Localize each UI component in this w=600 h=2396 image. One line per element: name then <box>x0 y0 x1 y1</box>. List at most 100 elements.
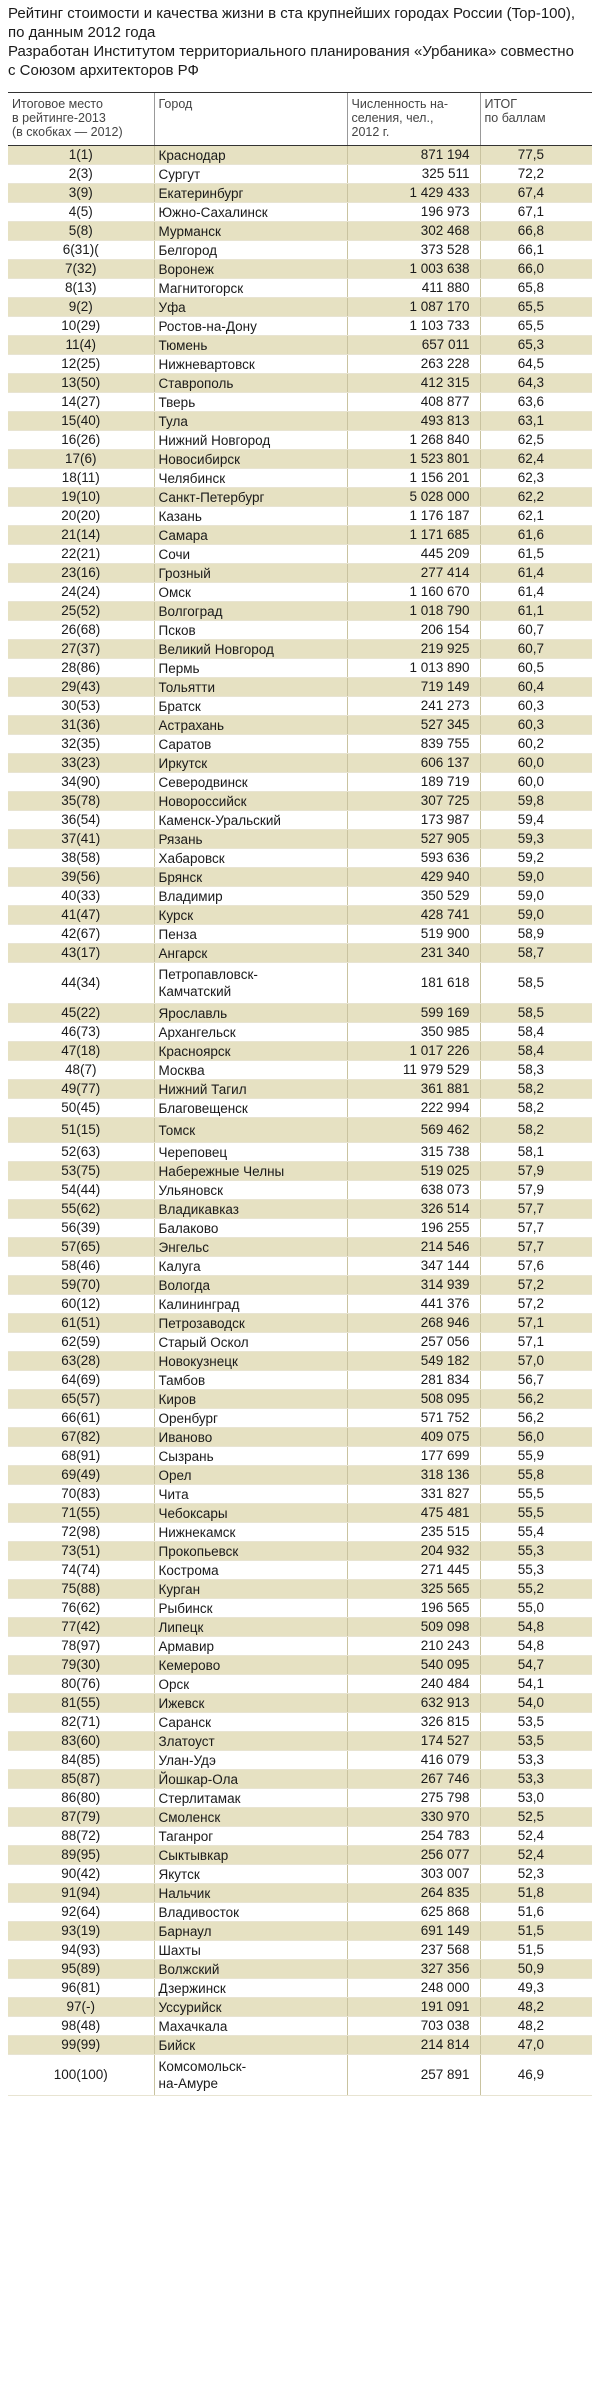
cell-city-line: Брянск <box>158 869 203 885</box>
cell-rank: 33(23) <box>8 753 154 773</box>
table-header-row: Итоговое место в рейтинге-2013 (в скобка… <box>8 93 592 146</box>
cell-score: 60,0 <box>479 772 592 792</box>
cell-population: 638 073 <box>346 1180 480 1200</box>
table-row: 36(54) Каменск-Уральский 173 987 59,4 <box>8 810 592 830</box>
cell-city: Грозный <box>153 563 347 583</box>
cell-rank: 41(47) <box>8 905 154 925</box>
cell-rank: 77(42) <box>8 1617 154 1637</box>
table-row: 49(77) Нижний Тагил 361 881 58,2 <box>8 1079 592 1099</box>
cell-score: 58,9 <box>479 924 592 944</box>
cell-population: 314 939 <box>346 1275 480 1295</box>
table-row: 65(57) Киров 508 095 56,2 <box>8 1389 592 1409</box>
cell-rank: 76(62) <box>8 1598 154 1618</box>
cell-population: 593 636 <box>346 848 480 868</box>
table-row: 83(60) Златоуст 174 527 53,5 <box>8 1731 592 1751</box>
cell-score: 65,3 <box>479 335 592 355</box>
cell-city: Таганрог <box>153 1826 347 1846</box>
cell-population: 267 746 <box>346 1769 480 1789</box>
cell-rank: 84(85) <box>8 1750 154 1770</box>
table-row: 33(23) Иркутск 606 137 60,0 <box>8 753 592 773</box>
cell-score: 56,0 <box>479 1427 592 1447</box>
cell-city-line: Пенза <box>158 926 197 942</box>
cell-population: 268 946 <box>346 1313 480 1333</box>
cell-population: 347 144 <box>346 1256 480 1276</box>
column-header-population: Численность на- селения, чел., 2012 г. <box>346 93 480 146</box>
cell-city: Якутск <box>153 1864 347 1884</box>
cell-city-line: Белгород <box>158 242 218 258</box>
table-row: 41(47) Курск 428 741 59,0 <box>8 905 592 925</box>
title-divider <box>8 92 592 93</box>
cell-rank: 46(73) <box>8 1022 154 1042</box>
cell-city-line: Кострома <box>158 1562 219 1578</box>
cell-city-line: Смоленск <box>158 1809 221 1825</box>
cell-rank: 43(17) <box>8 943 154 963</box>
cell-city-line: Улан-Удэ <box>158 1752 216 1768</box>
cell-score: 61,4 <box>479 582 592 602</box>
cell-score: 56,2 <box>479 1408 592 1428</box>
cell-rank: 6(31)( <box>8 240 154 260</box>
cell-rank: 20(20) <box>8 506 154 526</box>
table-row: 96(81) Дзержинск 248 000 49,3 <box>8 1978 592 1998</box>
cell-city-line: Пермь <box>158 660 200 676</box>
cell-rank: 74(74) <box>8 1560 154 1580</box>
cell-score: 57,0 <box>479 1351 592 1371</box>
cell-population: 327 356 <box>346 1959 480 1979</box>
cell-rank: 61(51) <box>8 1313 154 1333</box>
table-row: 22(21) Сочи 445 209 61,5 <box>8 544 592 564</box>
cell-score: 55,4 <box>479 1522 592 1542</box>
table-row: 50(45) Благовещенск 222 994 58,2 <box>8 1098 592 1118</box>
cell-population: 1 176 187 <box>346 506 480 526</box>
cell-population: 264 835 <box>346 1883 480 1903</box>
table-row: 27(37) Великий Новгород 219 925 60,7 <box>8 639 592 659</box>
cell-city-line: Сыктывкар <box>158 1847 229 1863</box>
cell-city-line: Нижний Новгород <box>158 432 271 448</box>
table-row: 90(42) Якутск 303 007 52,3 <box>8 1864 592 1884</box>
cell-rank: 73(51) <box>8 1541 154 1561</box>
cell-rank: 72(98) <box>8 1522 154 1542</box>
cell-population: 1 013 890 <box>346 658 480 678</box>
cell-score: 57,7 <box>479 1237 592 1257</box>
table-row: 38(58) Хабаровск 593 636 59,2 <box>8 848 592 868</box>
table-row: 78(97) Армавир 210 243 54,8 <box>8 1636 592 1656</box>
cell-city: Сочи <box>153 544 347 564</box>
cell-city-line: Северодвинск <box>158 774 248 790</box>
cell-city-line: Челябинск <box>158 470 226 486</box>
cell-city-line: Армавир <box>158 1638 215 1654</box>
cell-score: 62,1 <box>479 506 592 526</box>
cell-city: Южно-Сахалинск <box>153 202 347 222</box>
cell-city-line: Ростов-на-Дону <box>158 318 257 334</box>
cell-population: 411 880 <box>346 278 480 298</box>
table-row: 20(20) Казань 1 176 187 62,1 <box>8 506 592 526</box>
table-row: 81(55) Ижевск 632 913 54,0 <box>8 1693 592 1713</box>
cell-city: Новосибирск <box>153 449 347 469</box>
cell-score: 62,4 <box>479 449 592 469</box>
cell-city-line: Тамбов <box>158 1372 206 1388</box>
cell-rank: 31(36) <box>8 715 154 735</box>
table-row: 3(9) Екатеринбург 1 429 433 67,4 <box>8 183 592 203</box>
cell-score: 58,2 <box>479 1117 592 1143</box>
cell-city-line: Калуга <box>158 1258 201 1274</box>
cell-city: Владимир <box>153 886 347 906</box>
cell-population: 5 028 000 <box>346 487 480 507</box>
cell-score: 57,2 <box>479 1294 592 1314</box>
cell-population: 691 149 <box>346 1921 480 1941</box>
cell-rank: 23(16) <box>8 563 154 583</box>
cell-score: 57,1 <box>479 1313 592 1333</box>
cell-city: Ульяновск <box>153 1180 347 1200</box>
cell-score: 46,9 <box>479 2054 592 2096</box>
cell-population: 416 079 <box>346 1750 480 1770</box>
table-row: 100(100) Комсомольск-на-Амуре 257 891 46,9 <box>8 2054 592 2096</box>
cell-city-line: Балаково <box>158 1220 219 1236</box>
cell-score: 53,3 <box>479 1750 592 1770</box>
cell-population: 189 719 <box>346 772 480 792</box>
cell-population: 373 528 <box>346 240 480 260</box>
cell-city: Махачкала <box>153 2016 347 2036</box>
cell-rank: 28(86) <box>8 658 154 678</box>
table-row: 30(53) Братск 241 273 60,3 <box>8 696 592 716</box>
cell-population: 331 827 <box>346 1484 480 1504</box>
cell-city: Волгоград <box>153 601 347 621</box>
cell-score: 52,5 <box>479 1807 592 1827</box>
table-row: 64(69) Тамбов 281 834 56,7 <box>8 1370 592 1390</box>
table-row: 16(26) Нижний Новгород 1 268 840 62,5 <box>8 430 592 450</box>
cell-population: 210 243 <box>346 1636 480 1656</box>
